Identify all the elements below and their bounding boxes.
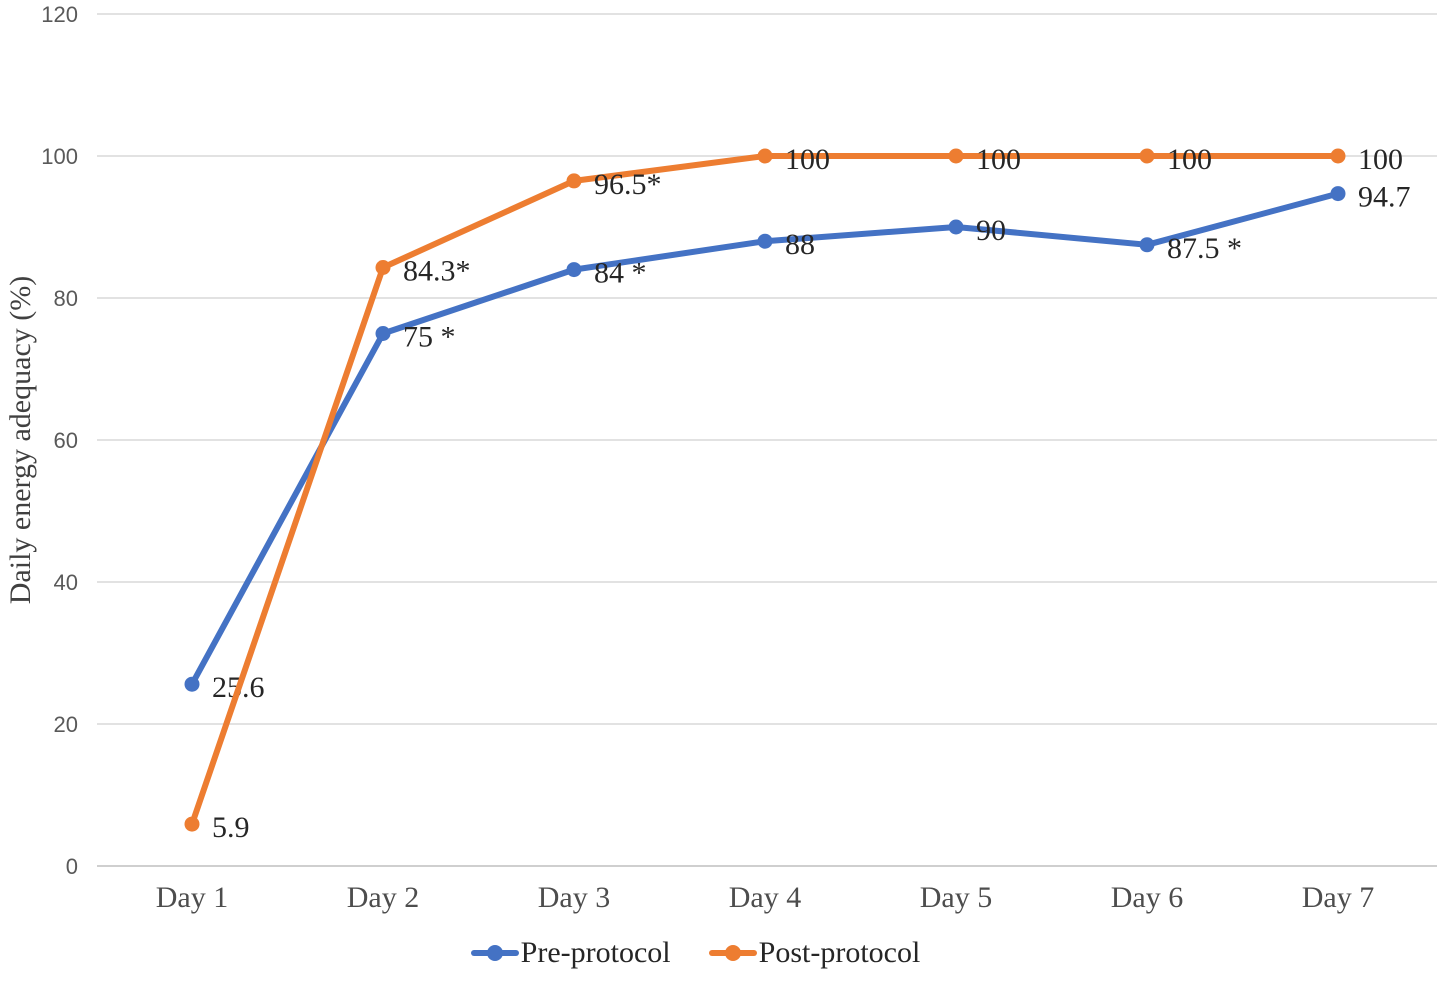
x-tick-label: Day 5 [920, 881, 992, 914]
data-point-label-post-protocol: 5.9 [212, 811, 250, 844]
legend-marker-pre-protocol [470, 945, 519, 961]
data-point-label-post-protocol: 100 [1167, 143, 1212, 176]
series-line-pre-protocol [189, 190, 1341, 688]
data-point-label-pre-protocol: 90 [976, 214, 1006, 247]
x-tick-label: Day 1 [156, 881, 228, 914]
legend-marker-post-protocol [708, 945, 757, 961]
data-point-marker-post-protocol [184, 816, 200, 832]
x-tick-label: Day 3 [538, 881, 610, 914]
y-tick-label: 80 [54, 286, 78, 311]
data-point-label-pre-protocol: 75 * [403, 321, 456, 354]
chart-svg: 0 20 40 60 80 100 120 Day 1 Day 2 Day 3 Day 4 Day 5… [4, 2, 1437, 914]
data-point-marker-pre-protocol [375, 326, 391, 341]
data-point-marker-pre-protocol [566, 262, 582, 278]
legend-item-post-protocol: Post-protocol [708, 936, 921, 969]
y-tick-label: 20 [54, 712, 78, 737]
x-tick-label: Day 7 [1302, 881, 1374, 914]
y-tick-label: 120 [41, 2, 78, 27]
x-tick-label: Day 4 [729, 881, 801, 914]
data-point-label-post-protocol: 96.5* [594, 168, 662, 201]
data-point-marker-post-protocol [757, 148, 773, 164]
data-point-label-pre-protocol: 84 * [594, 257, 647, 290]
y-tick-label: 0 [66, 854, 78, 879]
data-point-label-post-protocol: 84.3* [403, 255, 471, 288]
data-point-label-post-protocol: 100 [976, 143, 1021, 176]
data-point-marker-post-protocol [948, 148, 964, 164]
legend-label-post-protocol: Post-protocol [758, 936, 921, 969]
data-point-marker-post-protocol [1139, 148, 1155, 164]
data-point-marker-post-protocol [566, 173, 582, 189]
data-point-marker-pre-protocol [948, 219, 964, 235]
x-tick-label: Day 6 [1111, 881, 1183, 914]
legend-dot-icon [724, 945, 741, 961]
data-point-marker-post-protocol [1330, 148, 1346, 164]
data-point-marker-pre-protocol [1139, 237, 1155, 253]
chart-legend: Pre-protocol Post-protocol [0, 938, 1416, 968]
data-point-marker-pre-protocol [184, 676, 200, 692]
data-point-marker-post-protocol [375, 260, 391, 275]
data-point-marker-pre-protocol [1330, 186, 1346, 202]
y-tick-label: 100 [41, 144, 78, 169]
y-tick-label: 60 [54, 428, 78, 453]
legend-label-pre-protocol: Pre-protocol [520, 936, 671, 969]
y-tick-label: 40 [54, 570, 78, 595]
x-tick-label: Day 2 [347, 881, 419, 914]
data-point-label-pre-protocol: 87.5 * [1167, 232, 1242, 265]
data-point-marker-pre-protocol [757, 233, 773, 249]
data-point-label-post-protocol: 100 [785, 143, 830, 176]
data-point-label-pre-protocol: 94.7 [1358, 181, 1411, 214]
y-axis-title: Daily energy adequacy (%) [4, 276, 37, 604]
data-point-label-pre-protocol: 88 [785, 228, 815, 261]
data-point-label-post-protocol: 100 [1358, 143, 1403, 176]
legend-dot-icon [486, 945, 503, 961]
legend-item-pre-protocol: Pre-protocol [470, 936, 671, 969]
